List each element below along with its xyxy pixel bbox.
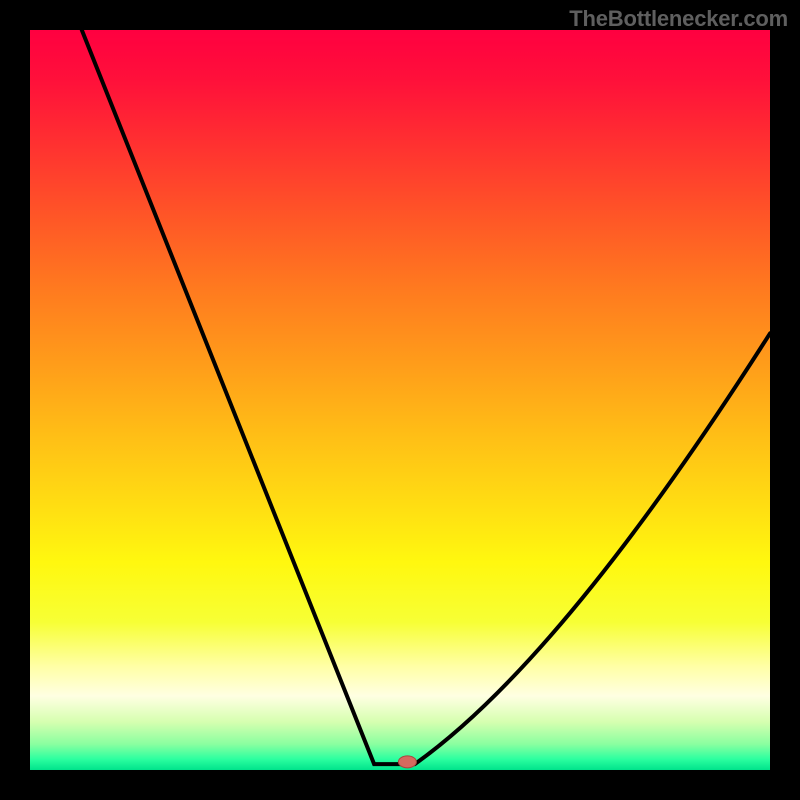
plot-background	[30, 30, 770, 770]
optimal-point-marker	[398, 756, 416, 768]
bottleneck-chart	[0, 0, 800, 800]
watermark-text: TheBottlenecker.com	[569, 6, 788, 32]
